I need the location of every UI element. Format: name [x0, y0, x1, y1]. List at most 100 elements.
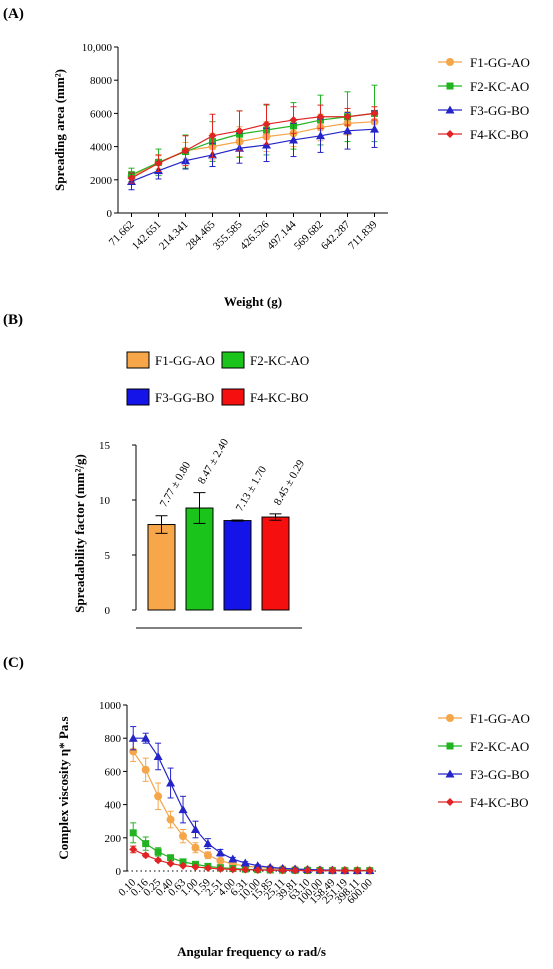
complex-viscosity-line-chart: 020040060080010000.100.160.250.400.631.0… [56, 700, 530, 959]
data-point-F1-GG-AO [203, 851, 212, 860]
spreading-area-line-chart: 0200040006000800010,00071.662142.651214.… [52, 42, 530, 309]
y-tick-label: 800 [105, 733, 122, 745]
y-tick-label: 200 [105, 833, 122, 845]
x-axis-title: Weight (g) [224, 294, 282, 309]
legend-label: F1-GG-AO [155, 353, 215, 368]
legend-marker [445, 105, 455, 114]
legend-label: F2-KC-AO [250, 353, 309, 368]
y-axis-title: Spreadability factor (mm²/g) [72, 454, 87, 613]
y-tick-label: 600 [105, 766, 122, 778]
legend-marker [446, 82, 454, 90]
data-point-F3-GG-BO [228, 854, 238, 863]
data-point-F1-GG-AO [166, 815, 175, 824]
data-point-F4-KC-BO [191, 863, 200, 872]
series-line-F2-KC-AO [131, 112, 375, 176]
bar-data-label: 7.13 ± 1.70 [234, 464, 270, 514]
data-point-F4-KC-BO [370, 109, 379, 118]
data-point-F3-GG-BO [289, 135, 298, 144]
x-tick-label: 569.682 [292, 219, 326, 253]
data-point-F3-GG-BO [178, 805, 188, 814]
bar-F2-KC-AO [185, 507, 214, 611]
bar-data-label: 8.45 ± 0.29 [272, 458, 308, 508]
data-point-F1-GG-AO [179, 832, 188, 841]
data-point-F1-GG-AO [216, 856, 225, 865]
series-line-F3-GG-BO [131, 128, 375, 183]
data-point-F4-KC-BO [203, 864, 212, 873]
data-point-F3-GG-BO [190, 825, 200, 833]
data-point-F3-GG-BO [166, 778, 176, 787]
data-point-F3-GG-BO [203, 839, 213, 848]
y-tick-label: 1000 [99, 700, 122, 712]
data-point-F1-GG-AO [154, 792, 163, 801]
data-point-F4-KC-BO [216, 864, 225, 873]
bar-data-label: 8.47 ± 2.40 [196, 436, 232, 486]
bar-F4-KC-BO [261, 516, 290, 611]
legend-swatch [221, 351, 245, 369]
panel-label-b: (B) [3, 312, 23, 328]
data-point-F3-GG-BO [370, 124, 379, 133]
data-point-F2-KC-AO [167, 854, 175, 862]
data-point-F4-KC-BO [127, 174, 136, 183]
x-axis-title: Angular frequency ω rad/s [177, 944, 326, 959]
y-tick-label: 0 [105, 605, 111, 617]
legend-label: F1-GG-AO [470, 711, 530, 726]
legend-label: F2-KC-AO [470, 79, 529, 94]
data-point-F4-KC-BO [166, 859, 175, 868]
legend-label: F2-KC-AO [470, 739, 529, 754]
legend-label: F4-KC-BO [250, 390, 309, 405]
y-tick-label: 10 [99, 495, 111, 507]
data-point-F2-KC-AO [142, 840, 150, 848]
data-point-F3-GG-BO [253, 861, 263, 870]
data-point-F4-KC-BO [278, 866, 287, 875]
data-point-F4-KC-BO [266, 866, 275, 875]
panel-label-a: (A) [3, 6, 24, 22]
data-point-F3-GG-BO [141, 733, 151, 742]
legend-swatch [126, 351, 150, 369]
data-point-F3-GG-BO [240, 858, 250, 867]
data-point-F4-KC-BO [154, 159, 163, 168]
legend-label: F4-KC-BO [470, 127, 529, 142]
legend-label: F1-GG-AO [470, 55, 530, 70]
legend-label: F3-GG-BO [470, 103, 529, 118]
series-line-F1-GG-AO [131, 121, 375, 178]
y-tick-label: 8000 [90, 75, 113, 87]
data-point-F4-KC-BO [235, 126, 244, 135]
y-tick-label: 400 [105, 800, 122, 812]
legend-marker [446, 130, 454, 138]
x-tick-label: 642.287 [319, 218, 353, 252]
data-point-F4-KC-BO [241, 865, 250, 874]
y-axis-title: Complex viscosity η* Pa.s [56, 716, 71, 859]
series-line-F3-GG-BO [133, 737, 370, 872]
legend-marker [445, 769, 455, 778]
y-axis-title: Spreading area (mm²) [52, 69, 67, 191]
data-point-F4-KC-BO [343, 112, 352, 121]
data-point-F4-KC-BO [289, 116, 298, 125]
y-tick-label: 10,000 [82, 42, 113, 54]
series-line-F4-KC-BO [131, 112, 375, 179]
data-point-F4-KC-BO [208, 131, 217, 140]
data-point-F4-KC-BO [353, 866, 362, 875]
data-point-F4-KC-BO [141, 851, 150, 860]
legend-swatch [126, 388, 150, 406]
data-point-F4-KC-BO [181, 146, 190, 155]
legend-label: F3-GG-BO [470, 767, 529, 782]
legend-label: F3-GG-BO [155, 390, 214, 405]
panel-label-c: (C) [3, 655, 24, 671]
data-point-F4-KC-BO [365, 866, 374, 875]
x-tick-label: 214.341 [157, 219, 191, 253]
legend-marker [446, 58, 454, 66]
data-point-F4-KC-BO [228, 865, 237, 874]
legend-marker [446, 714, 454, 722]
bar-F3-GG-BO [223, 520, 252, 611]
data-point-F4-KC-BO [303, 866, 312, 875]
data-point-F2-KC-AO [154, 848, 162, 856]
data-point-F1-GG-AO [141, 765, 150, 774]
data-point-F3-GG-BO [215, 848, 225, 857]
y-tick-label: 15 [99, 440, 111, 452]
y-tick-label: 4000 [90, 142, 113, 154]
data-point-F4-KC-BO [340, 866, 349, 875]
data-point-F4-KC-BO [328, 866, 337, 875]
data-point-F3-GG-BO [316, 131, 325, 140]
legend-marker [446, 798, 454, 806]
x-tick-label: 142.651 [130, 219, 164, 253]
